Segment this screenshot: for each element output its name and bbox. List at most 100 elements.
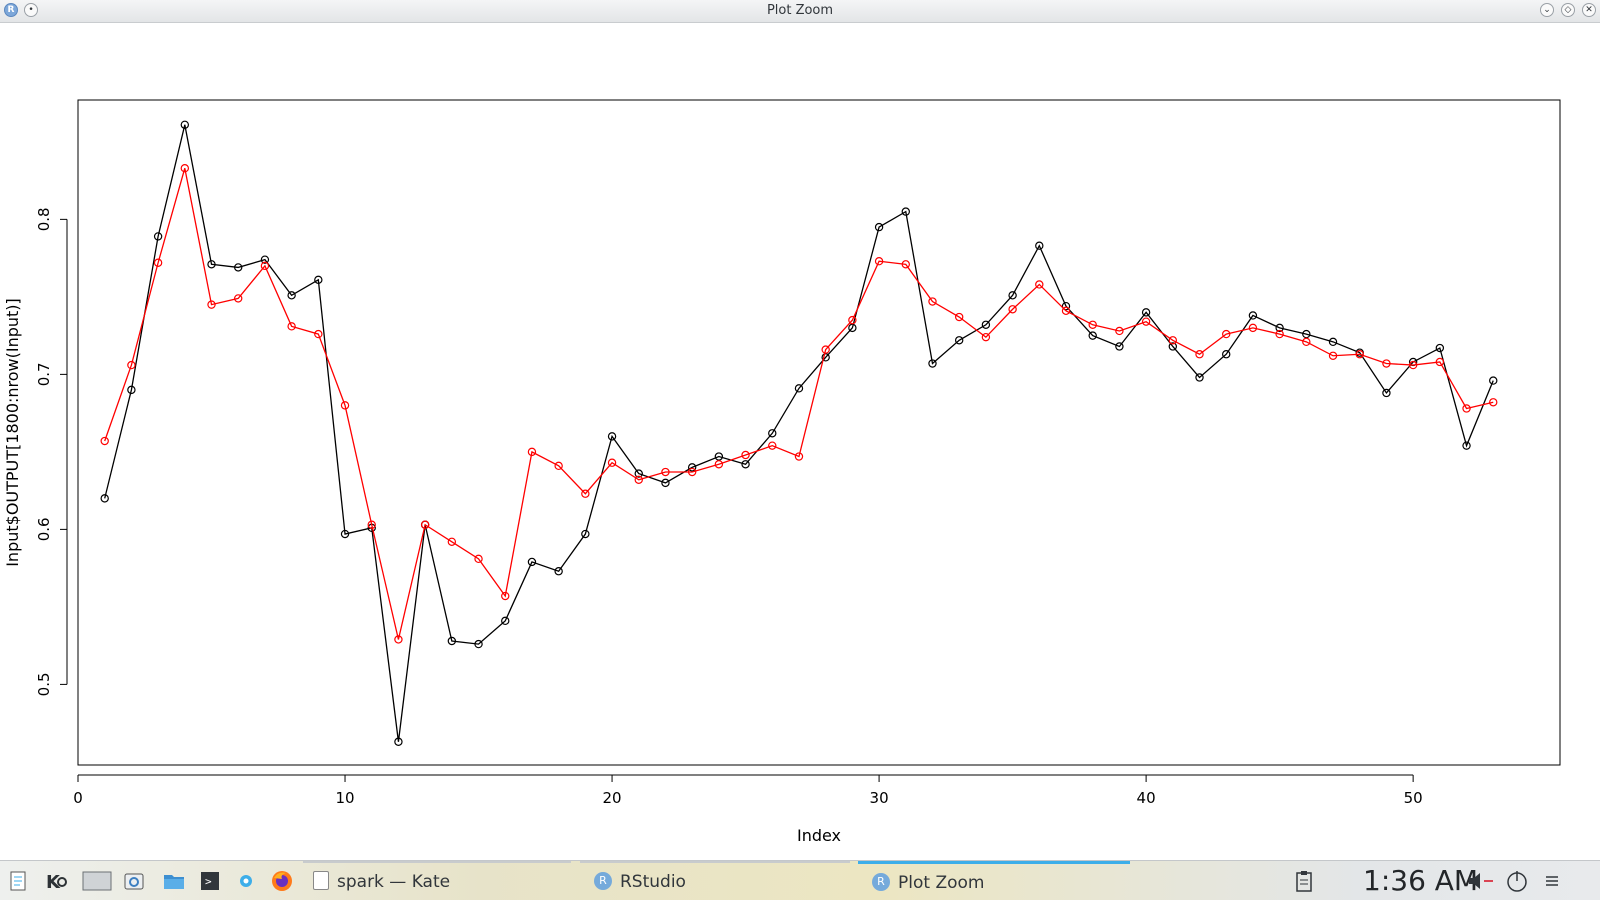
series-2-point [1222, 329, 1231, 339]
series-2-point [901, 260, 910, 269]
series-2-point [634, 475, 643, 484]
series-1-point [794, 384, 804, 393]
series-2-point [554, 461, 563, 471]
series-1-point [874, 222, 884, 232]
x-tick-label: 30 [870, 789, 889, 807]
series-2-point [607, 458, 617, 467]
series-2-point [687, 467, 697, 477]
series-2-point [581, 489, 590, 498]
series-1-point [768, 429, 777, 438]
clipboard-icon[interactable] [1292, 869, 1316, 893]
series-2-line [104, 168, 1494, 640]
series-2-point [1195, 350, 1204, 359]
series-2-point [874, 257, 884, 266]
series-2-point [207, 300, 216, 309]
series-2-point [661, 467, 670, 477]
minimize-icon[interactable]: ⌄ [1540, 3, 1554, 17]
series-2-point [501, 591, 510, 601]
menu-icon[interactable] [1540, 869, 1564, 893]
series-2-point [1355, 350, 1364, 359]
series-1-point [260, 255, 270, 264]
series-2-point [234, 294, 243, 303]
series-1-point [1462, 441, 1471, 450]
desktop-icon[interactable] [82, 869, 112, 893]
x-tick-label: 10 [335, 789, 354, 807]
close-icon[interactable]: ✕ [1582, 3, 1596, 17]
r-icon: R [594, 871, 612, 890]
series-2-point [768, 441, 777, 450]
series-1-point [1088, 331, 1097, 340]
series-1-point [1035, 241, 1044, 250]
volume-icon[interactable] [1465, 869, 1495, 893]
series-2-point [127, 360, 136, 370]
series-1-point [1168, 342, 1178, 351]
task-plot-zoom[interactable]: R Plot Zoom [858, 861, 1130, 900]
series-2-point [1302, 337, 1311, 347]
pin-icon[interactable]: • [24, 3, 38, 17]
series-2-point [153, 258, 163, 267]
series-1-point [127, 385, 136, 395]
series-1-point [1008, 291, 1017, 300]
series-1-point [153, 232, 163, 241]
series-2-point [367, 520, 376, 529]
series-2-point [314, 329, 323, 339]
series-1-point [1141, 308, 1151, 317]
series-1-point [447, 636, 457, 646]
series-1-point [527, 557, 537, 567]
series-1-point [581, 529, 590, 539]
task-rstudio[interactable]: R RStudio [580, 861, 850, 900]
series-2-point [794, 452, 804, 461]
y-tick-label: 0.5 [35, 672, 53, 696]
folder-icon[interactable] [162, 869, 186, 893]
series-1-point [1195, 373, 1204, 382]
document-icon[interactable] [6, 869, 30, 893]
window-titlebar[interactable]: R • Plot Zoom ⌄ ◇ ✕ [0, 0, 1600, 23]
series-2-point [1008, 305, 1017, 314]
kde-icon[interactable]: K [44, 869, 68, 893]
series-2-point [1061, 306, 1071, 316]
r-app-icon[interactable]: R [4, 3, 18, 17]
series-1-point [1489, 376, 1498, 385]
series-2-point [447, 537, 457, 546]
r-icon: R [872, 872, 890, 891]
screenshot-icon[interactable] [122, 869, 146, 893]
series-2-point [714, 460, 724, 469]
firefox-icon[interactable] [270, 869, 294, 893]
series-2-point [741, 450, 750, 460]
series-1-point [207, 260, 216, 269]
series-1-point [474, 639, 483, 649]
series-2-point [1248, 323, 1258, 333]
series-1-point [607, 432, 617, 441]
series-1-point [1222, 350, 1231, 359]
series-1-point [314, 275, 323, 285]
series-2-point [394, 635, 403, 644]
series-2-point [1035, 280, 1044, 289]
series-2-point [981, 332, 991, 342]
series-2-point [928, 297, 937, 306]
series-2-point [100, 436, 109, 446]
series-1-point [394, 737, 403, 746]
task-kate[interactable]: spark — Kate [303, 861, 571, 900]
series-1-point [1435, 343, 1445, 353]
series-2-point [1382, 359, 1391, 368]
maximize-icon[interactable]: ◇ [1561, 3, 1575, 17]
series-2-point [1115, 326, 1124, 336]
series-1-point [501, 616, 510, 626]
x-tick-label: 0 [73, 789, 83, 807]
series-1-point [234, 263, 243, 272]
series-1-point [634, 469, 643, 478]
series-1-point [180, 120, 190, 130]
settings-icon[interactable] [234, 869, 258, 893]
series-1-point [981, 320, 991, 329]
x-axis-label: Index [797, 826, 841, 845]
series-2-point [1275, 329, 1284, 339]
series-1-point [340, 529, 350, 539]
series-1-point [1382, 388, 1391, 398]
power-icon[interactable] [1505, 869, 1529, 893]
series-2-point [1408, 360, 1418, 370]
series-1-point [1328, 337, 1338, 347]
series-2-point [821, 345, 830, 354]
terminal-icon[interactable]: > [198, 869, 222, 893]
clock[interactable]: 1:36 AM [1363, 864, 1479, 897]
task-plot-zoom-label: Plot Zoom [898, 873, 985, 893]
